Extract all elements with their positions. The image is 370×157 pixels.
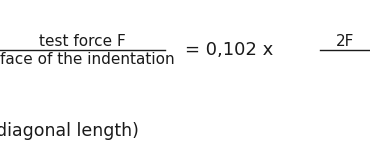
Text: face of the indentation: face of the indentation bbox=[0, 52, 175, 67]
Text: diagonal length): diagonal length) bbox=[0, 122, 139, 141]
Text: 2F: 2F bbox=[336, 34, 354, 49]
Text: test force F: test force F bbox=[39, 34, 126, 49]
Text: = 0,102 x: = 0,102 x bbox=[185, 41, 273, 59]
